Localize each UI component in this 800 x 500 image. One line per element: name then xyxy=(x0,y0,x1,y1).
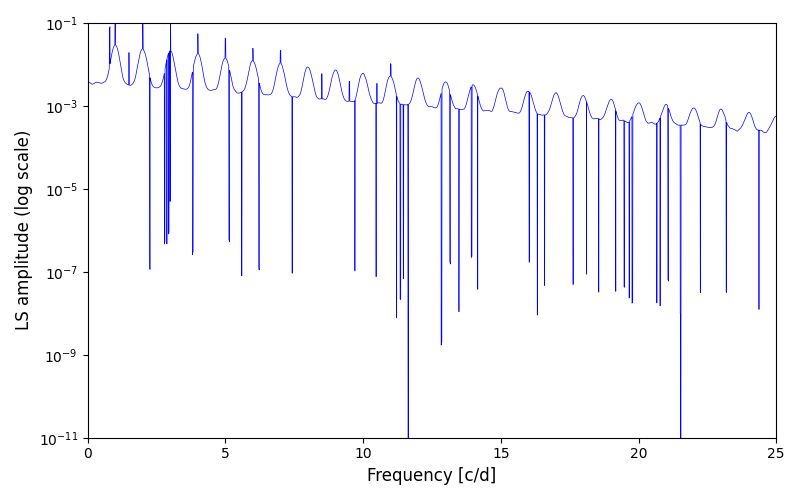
X-axis label: Frequency [c/d]: Frequency [c/d] xyxy=(367,467,497,485)
Y-axis label: LS amplitude (log scale): LS amplitude (log scale) xyxy=(15,130,33,330)
